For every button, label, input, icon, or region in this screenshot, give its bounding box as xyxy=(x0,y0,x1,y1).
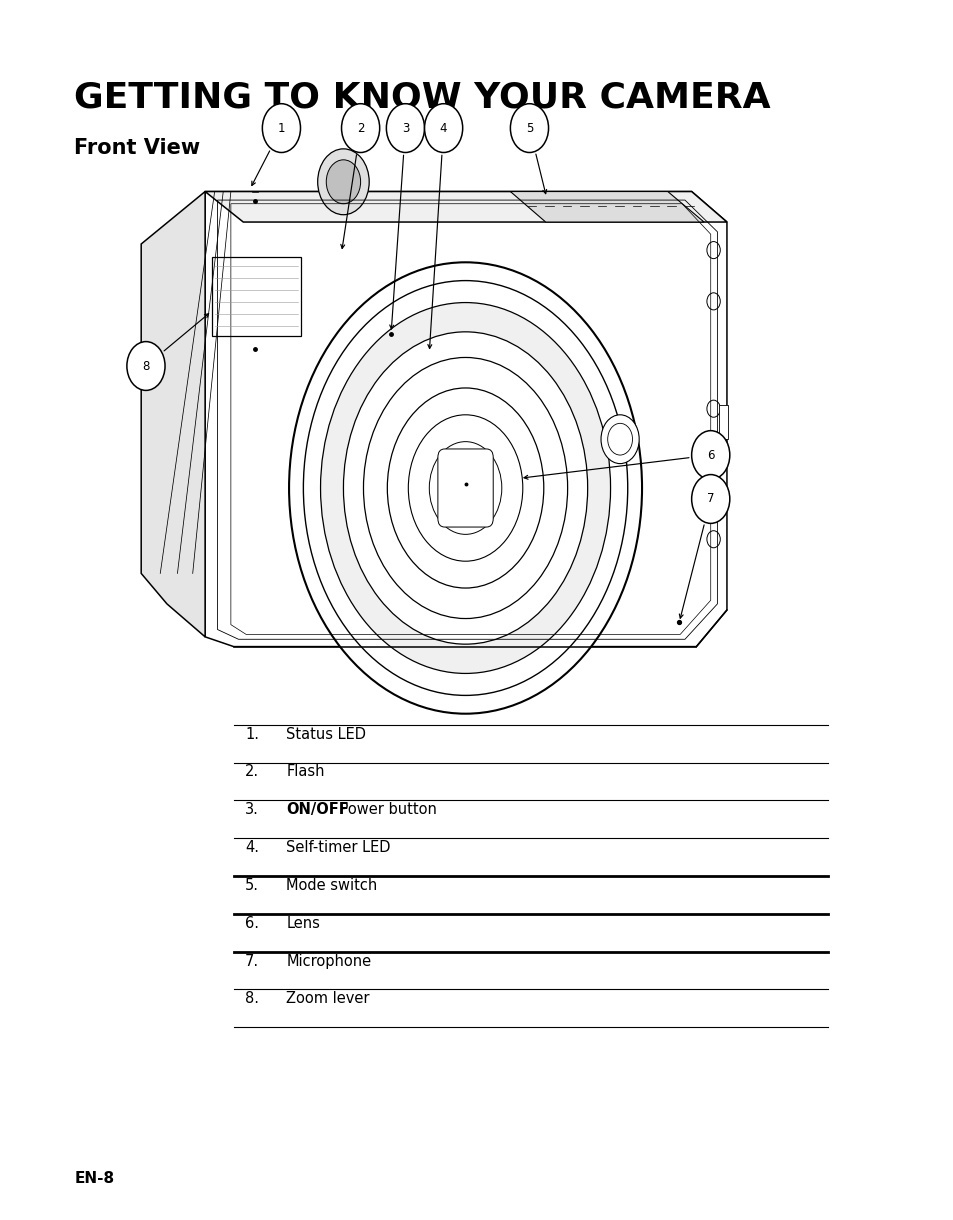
Circle shape xyxy=(317,149,369,215)
Circle shape xyxy=(706,531,720,548)
Text: Status LED: Status LED xyxy=(286,727,366,742)
Text: Front View: Front View xyxy=(74,138,200,157)
Text: EN-8: EN-8 xyxy=(74,1171,114,1186)
Polygon shape xyxy=(205,192,726,647)
Circle shape xyxy=(127,342,165,390)
Circle shape xyxy=(691,431,729,479)
Circle shape xyxy=(378,353,399,379)
Text: Self-timer LED: Self-timer LED xyxy=(286,841,391,855)
Text: 6.: 6. xyxy=(245,916,259,931)
Circle shape xyxy=(262,104,300,152)
Polygon shape xyxy=(141,192,205,637)
Text: 6: 6 xyxy=(706,449,714,461)
Text: Zoom lever: Zoom lever xyxy=(286,992,370,1006)
Circle shape xyxy=(363,357,567,619)
Circle shape xyxy=(408,415,522,561)
Text: 8.: 8. xyxy=(245,992,259,1006)
Text: Mode switch: Mode switch xyxy=(286,878,377,893)
Text: 5: 5 xyxy=(525,122,533,134)
Circle shape xyxy=(706,479,720,497)
Circle shape xyxy=(607,423,632,455)
Circle shape xyxy=(341,104,379,152)
Circle shape xyxy=(424,104,462,152)
Text: 1.: 1. xyxy=(245,727,259,742)
Text: Power button: Power button xyxy=(335,803,436,817)
Text: 4: 4 xyxy=(439,122,447,134)
Circle shape xyxy=(429,442,501,534)
Text: 3.: 3. xyxy=(245,803,259,817)
Polygon shape xyxy=(719,405,727,439)
Circle shape xyxy=(706,242,720,259)
Text: 7.: 7. xyxy=(245,954,259,969)
Polygon shape xyxy=(205,192,726,222)
Text: 7: 7 xyxy=(706,493,714,505)
Text: 1: 1 xyxy=(277,122,285,134)
Text: Microphone: Microphone xyxy=(286,954,371,969)
Circle shape xyxy=(510,104,548,152)
Circle shape xyxy=(706,293,720,310)
Circle shape xyxy=(600,415,639,464)
Text: 8: 8 xyxy=(142,360,150,372)
Text: 5.: 5. xyxy=(245,878,259,893)
Circle shape xyxy=(387,388,543,588)
Circle shape xyxy=(289,262,641,714)
Circle shape xyxy=(303,281,627,695)
Text: Lens: Lens xyxy=(286,916,320,931)
Circle shape xyxy=(386,104,424,152)
Text: 4.: 4. xyxy=(245,841,259,855)
FancyBboxPatch shape xyxy=(437,449,493,527)
Circle shape xyxy=(320,303,610,673)
Polygon shape xyxy=(510,192,703,222)
Circle shape xyxy=(706,400,720,417)
Circle shape xyxy=(691,475,729,523)
Polygon shape xyxy=(212,257,300,336)
Text: GETTING TO KNOW YOUR CAMERA: GETTING TO KNOW YOUR CAMERA xyxy=(74,81,770,115)
Text: 3: 3 xyxy=(401,122,409,134)
Text: 2.: 2. xyxy=(245,765,259,780)
Circle shape xyxy=(326,160,360,204)
Circle shape xyxy=(343,332,587,644)
Text: 2: 2 xyxy=(356,122,364,134)
Text: Flash: Flash xyxy=(286,765,324,780)
Text: ON/OFF: ON/OFF xyxy=(286,803,349,817)
